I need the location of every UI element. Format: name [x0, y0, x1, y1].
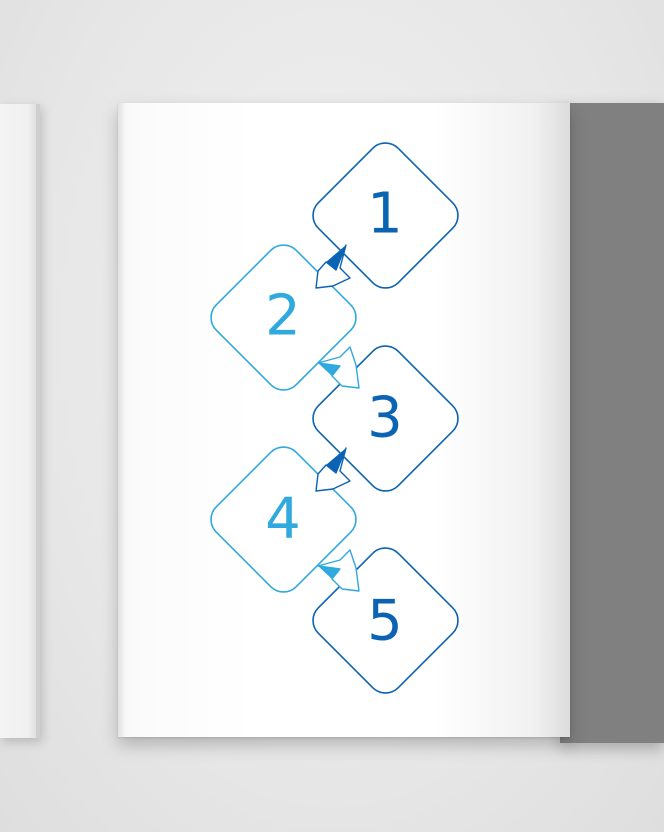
left-page-edge	[36, 104, 40, 738]
left-page	[0, 104, 40, 738]
step-3-number: 3	[367, 386, 403, 451]
arrow-down-right-icon	[317, 549, 360, 592]
arrow-down-left-icon	[315, 244, 351, 289]
page-spine-shadow	[118, 103, 126, 737]
arrow-down-right-icon	[317, 346, 360, 389]
back-cover	[560, 103, 664, 743]
step-1-diamond: 1	[312, 142, 459, 289]
arrow-down-left-icon	[315, 447, 351, 492]
step-1-number: 1	[367, 182, 403, 247]
step-5-number: 5	[367, 589, 403, 654]
step-4-number: 4	[265, 487, 301, 552]
step-2-number: 2	[265, 284, 301, 349]
